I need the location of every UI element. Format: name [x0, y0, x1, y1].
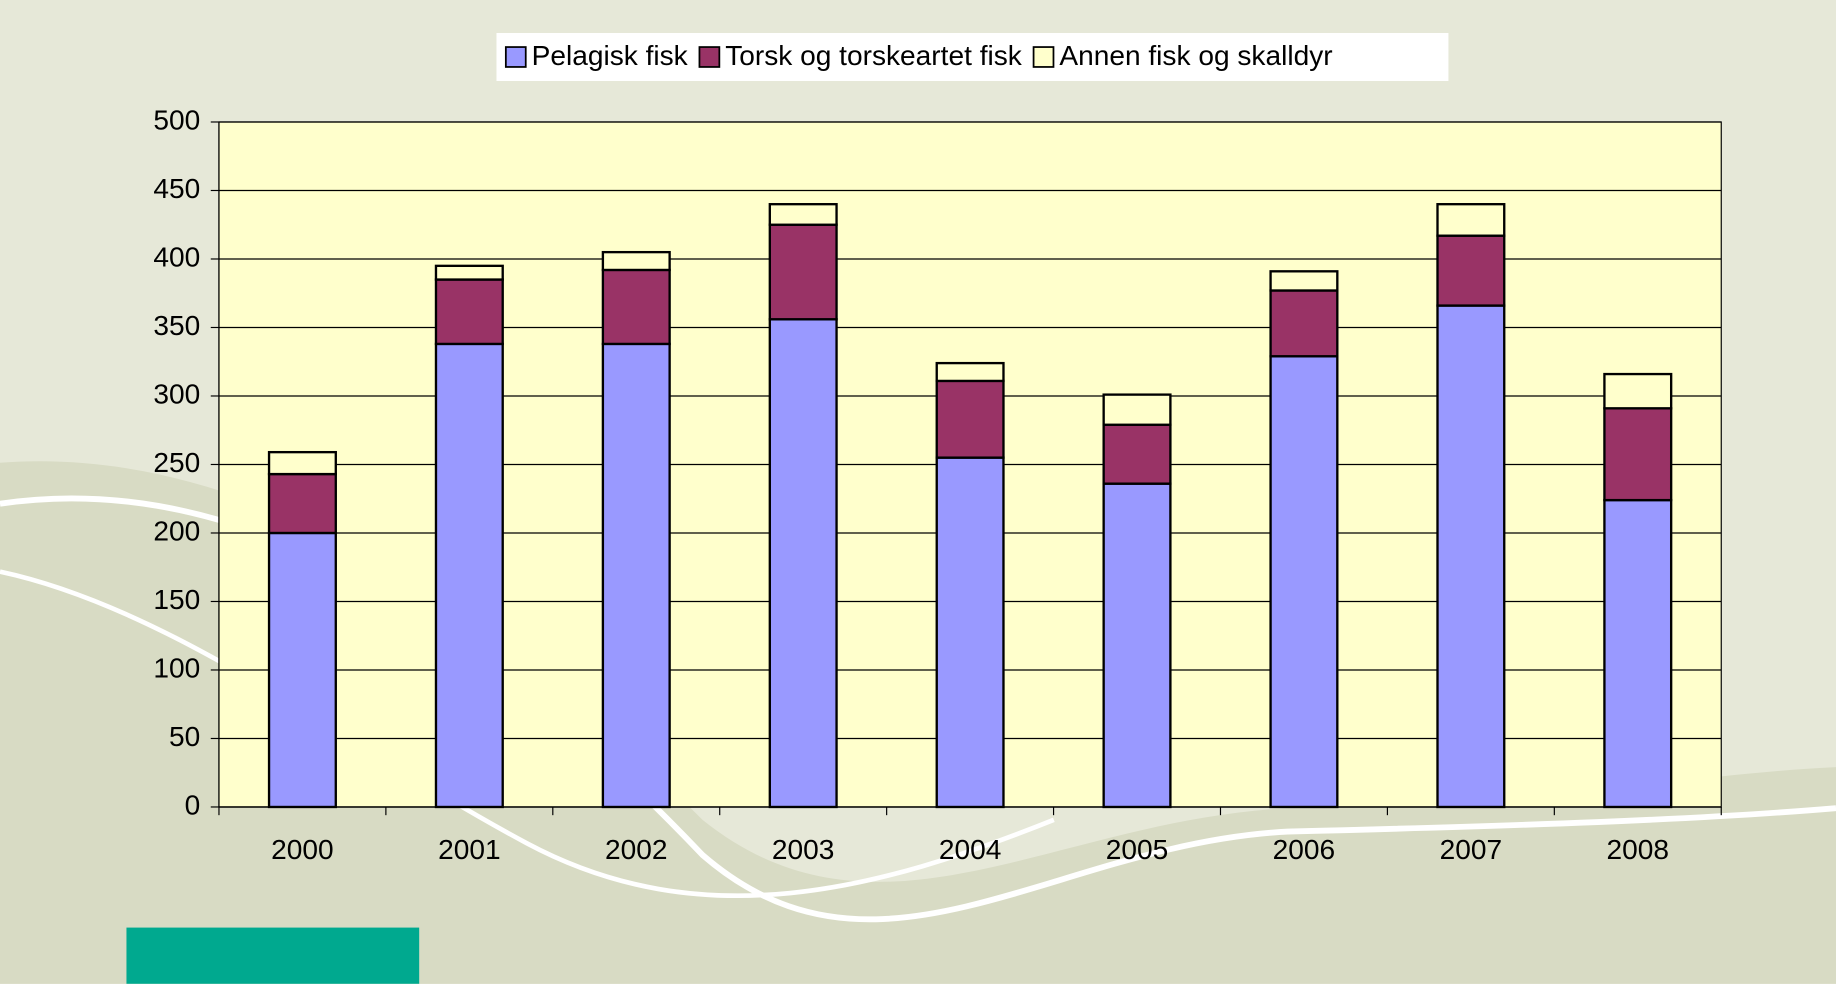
y-tick-label: 300 [153, 378, 200, 409]
bar-segment [1436, 203, 1506, 237]
legend-swatch [698, 46, 721, 68]
bar-segment [601, 268, 671, 346]
bar-segment [1102, 423, 1172, 485]
bar-segment [768, 223, 838, 321]
decor-block [126, 927, 420, 984]
y-tick-label: 200 [153, 515, 200, 546]
bar-segment [434, 342, 504, 809]
bar-segment [1436, 304, 1506, 809]
y-tick-label: 500 [153, 104, 200, 135]
x-tick-label: 2007 [1440, 834, 1503, 865]
x-tick-label: 2003 [772, 834, 835, 865]
y-tick-label: 150 [153, 584, 200, 615]
legend-label: Annen fisk og skalldyr [1059, 40, 1332, 71]
x-tick-label: 2005 [1106, 834, 1169, 865]
legend-label: Pelagisk fisk [532, 40, 689, 71]
bar-segment [1603, 407, 1673, 502]
x-tick-label: 2006 [1273, 834, 1336, 865]
legend-label: Torsk og torskeartet fisk [725, 40, 1023, 71]
bar-segment [1269, 270, 1339, 292]
bar-segment [935, 379, 1005, 459]
y-tick-label: 100 [153, 652, 200, 683]
legend-swatch [504, 46, 527, 68]
bar-segment [1102, 393, 1172, 426]
bar-segment [1269, 289, 1339, 358]
decor-line [0, 569, 1055, 898]
decor-wave [0, 461, 1836, 984]
bar-segment [1269, 355, 1339, 809]
bar-segment [935, 456, 1005, 809]
x-tick-label: 2001 [438, 834, 501, 865]
bar-segment [1603, 372, 1673, 410]
bar-segment [768, 203, 838, 226]
legend-box [496, 33, 1449, 82]
bar-segment [935, 361, 1005, 383]
x-tick-label: 2008 [1607, 834, 1670, 865]
x-tick-label: 2002 [605, 834, 668, 865]
bar-segment [434, 278, 504, 346]
bar-segment [601, 250, 671, 272]
legend-swatch [1032, 46, 1055, 68]
y-tick-label: 400 [153, 241, 200, 272]
bar-segment [1603, 498, 1673, 809]
bar-segment [267, 472, 337, 535]
y-tick-label: 0 [185, 789, 201, 820]
y-tick-label: 350 [153, 310, 200, 341]
bar-segment [768, 318, 838, 809]
x-tick-label: 2004 [939, 834, 1002, 865]
bar-segment [1102, 482, 1172, 809]
bar-segment [267, 450, 337, 476]
y-tick-label: 250 [153, 447, 200, 478]
y-tick-label: 50 [169, 721, 200, 752]
bar-segment [1436, 234, 1506, 307]
bar-segment [601, 342, 671, 809]
bar-segment [434, 264, 504, 281]
y-tick-label: 450 [153, 173, 200, 204]
x-tick-label: 2000 [271, 834, 334, 865]
bar-segment [267, 531, 337, 809]
